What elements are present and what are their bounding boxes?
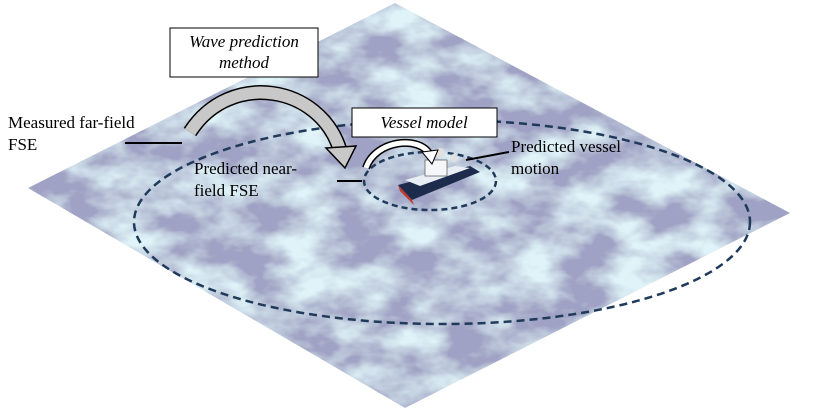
box-text: Vessel model [380, 113, 468, 132]
label: Measured far-field [8, 113, 135, 132]
label: Predicted near- [194, 159, 297, 178]
label: motion [511, 159, 560, 178]
box-text: method [219, 53, 270, 72]
diagram: Wave prediction method Vessel model Meas… [0, 0, 815, 410]
label: Predicted vessel [511, 137, 621, 156]
label: field FSE [194, 181, 259, 200]
box-text: Wave prediction [189, 32, 299, 51]
label: FSE [8, 135, 37, 154]
sea-surface [0, 0, 815, 410]
